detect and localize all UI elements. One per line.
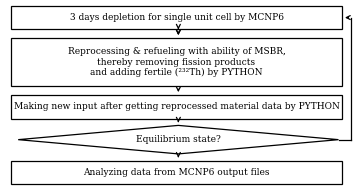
- Text: 3 days depletion for single unit cell by MCNP6: 3 days depletion for single unit cell by…: [70, 13, 284, 22]
- Text: Analyzing data from MCNP6 output files: Analyzing data from MCNP6 output files: [83, 168, 270, 177]
- FancyBboxPatch shape: [11, 95, 342, 119]
- Text: Making new input after getting reprocessed material data by PYTHON: Making new input after getting reprocess…: [13, 102, 340, 111]
- Polygon shape: [18, 125, 339, 154]
- Text: Reprocessing & refueling with ability of MSBR,
thereby removing fission products: Reprocessing & refueling with ability of…: [68, 47, 285, 77]
- FancyBboxPatch shape: [11, 6, 342, 29]
- FancyBboxPatch shape: [11, 38, 342, 86]
- Text: Equilibrium state?: Equilibrium state?: [136, 135, 221, 144]
- FancyBboxPatch shape: [11, 161, 342, 184]
